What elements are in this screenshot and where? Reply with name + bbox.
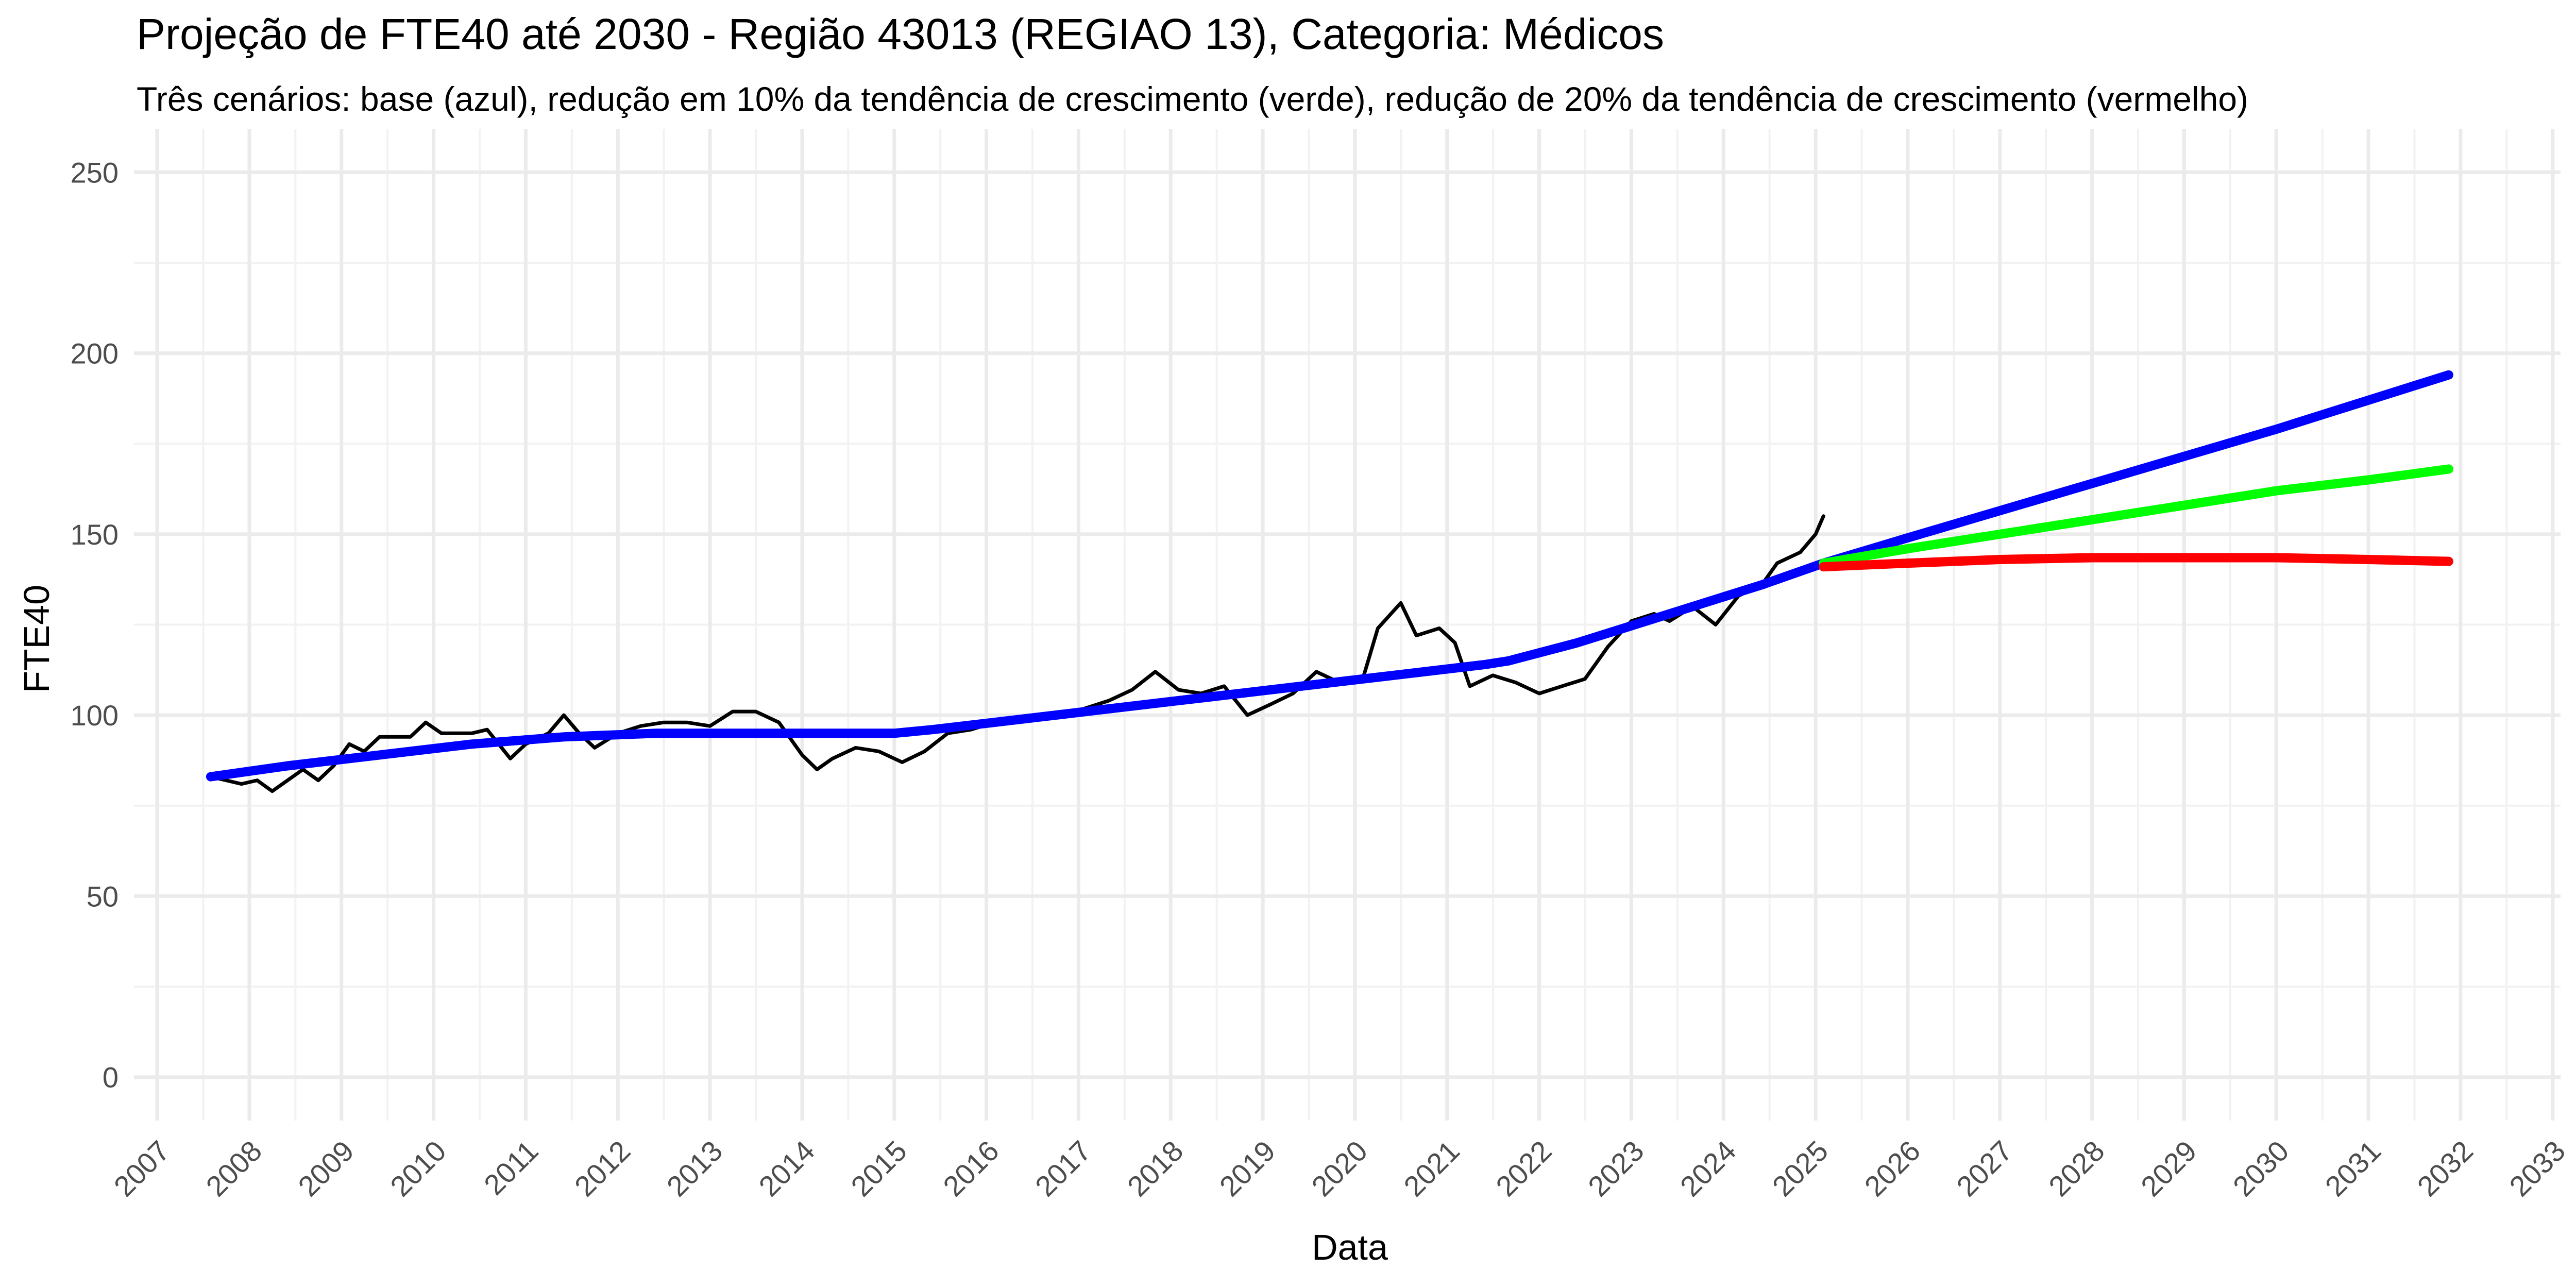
series-lines [206,370,2453,793]
grid [134,129,2561,1121]
series-line-2 [1819,464,2453,568]
chart-subtitle: Três cenários: base (azul), redução em 1… [137,80,2248,118]
y-tick-label: 0 [103,1061,118,1094]
y-tick-label: 100 [71,699,118,732]
y-tick-label: 50 [87,880,118,912]
y-tick-label: 150 [71,518,118,551]
y-tick-label: 200 [71,337,118,370]
y-tick-label: 250 [71,156,118,189]
series-line-3 [1819,553,2453,572]
x-axis-title: Data [1312,1227,1388,1267]
series-line-0 [209,514,1825,793]
y-axis-ticks: 0 50 100 150 200 250 [71,156,118,1093]
chart-title: Projeção de FTE40 até 2030 - Região 4301… [137,10,1664,58]
y-axis-title: FTE40 [16,585,57,693]
